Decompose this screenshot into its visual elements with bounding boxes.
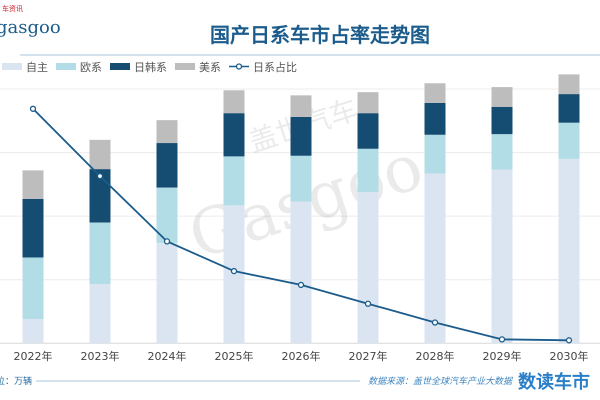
legend: 自主 欧系 日韩系 美系 日系占比 — [2, 60, 297, 74]
bar-segment-自主 — [290, 201, 312, 344]
bar-segment-日韩系 — [491, 106, 513, 135]
bar-segment-日韩系 — [156, 143, 178, 188]
bar-segment-欧系 — [223, 156, 245, 206]
bar-segment-自主 — [22, 319, 44, 344]
x-tick-label: 2030年 — [550, 349, 589, 363]
bar-segment-日韩系 — [290, 116, 312, 156]
bar-segment-自主 — [89, 284, 111, 344]
bar-segment-美系 — [290, 95, 312, 117]
bar-segment-美系 — [491, 87, 513, 107]
x-axis-labels: 2022年 2023年 2024年 2025年 2026年 2027年 2028年 2029年… — [14, 349, 589, 363]
bar-segment-日韩系 — [558, 94, 580, 123]
share-point — [364, 300, 372, 307]
bar-segment-欧系 — [22, 257, 44, 320]
bar-segment-自主 — [223, 205, 245, 344]
bar-segment-美系 — [424, 83, 446, 103]
bar-segment-欧系 — [357, 148, 379, 192]
gasgoo-logo: 车资讯 gasgoo — [0, 4, 61, 38]
bar-segment-自主 — [357, 191, 379, 344]
bar-segment-欧系 — [491, 134, 513, 170]
x-tick-label: 2027年 — [349, 349, 388, 363]
bar-segment-自主 — [491, 169, 513, 344]
legend-label: 美系 — [199, 61, 221, 74]
brand-logo: 数读车市 — [518, 371, 590, 393]
bar-segment-自主 — [424, 173, 446, 344]
legend-marker — [235, 63, 243, 70]
legend-label: 日系占比 — [253, 60, 297, 74]
chart-title: 国产日系车市占率走势图 — [210, 23, 430, 47]
share-point — [29, 105, 37, 112]
x-tick-label: 2028年 — [416, 349, 455, 363]
bar-segment-美系 — [156, 120, 178, 144]
legend-item: 欧系 — [56, 61, 102, 74]
bar-segment-日韩系 — [424, 102, 446, 135]
x-tick-label: 2022年 — [14, 349, 53, 363]
x-tick-label: 2029年 — [483, 349, 522, 363]
share-point — [163, 238, 171, 245]
bar-segment-日韩系 — [357, 113, 379, 149]
x-tick-label: 2026年 — [282, 349, 321, 363]
share-point — [297, 281, 305, 289]
bar-segment-欧系 — [558, 122, 580, 159]
x-tick-label: 2023年 — [81, 349, 120, 363]
share-point — [498, 336, 506, 343]
unit-label: 位：万辆 — [0, 375, 32, 387]
bar-segment-美系 — [89, 139, 111, 170]
bar-segment-日韩系 — [89, 169, 111, 223]
legend-swatch — [56, 63, 76, 70]
share-point — [230, 267, 238, 275]
legend-swatch — [2, 63, 22, 70]
legend-item: 美系 — [175, 61, 221, 74]
legend-label: 欧系 — [80, 61, 102, 74]
legend-swatch — [175, 63, 195, 70]
bar-segment-自主 — [558, 158, 580, 344]
x-tick-label: 2025年 — [215, 349, 254, 363]
bar-segment-自主 — [156, 242, 178, 344]
share-point — [431, 319, 439, 326]
x-tick-label: 2024年 — [148, 349, 187, 363]
legend-item: 自主 — [2, 61, 48, 74]
svg-text:gasgoo: gasgoo — [0, 17, 61, 38]
bars — [22, 74, 580, 344]
bar-segment-日韩系 — [223, 113, 245, 157]
share-point — [96, 172, 104, 180]
bar-segment-欧系 — [424, 134, 446, 174]
bar-segment-日韩系 — [22, 198, 44, 258]
svg-text:车资讯: 车资讯 — [2, 4, 23, 13]
bar-segment-美系 — [357, 92, 379, 114]
legend-swatch — [110, 63, 130, 70]
bar-segment-美系 — [223, 90, 245, 114]
bar-segment-欧系 — [89, 222, 111, 285]
bar-segment-美系 — [558, 74, 580, 95]
share-line — [29, 105, 573, 344]
bar-segment-美系 — [22, 170, 44, 199]
bar-segment-欧系 — [290, 155, 312, 202]
legend-label: 自主 — [26, 61, 48, 74]
legend-item: 日韩系 — [110, 60, 167, 74]
legend-label: 日韩系 — [134, 60, 167, 74]
legend-item: 日系占比 — [229, 60, 297, 74]
share-point — [565, 337, 573, 344]
source-label: 数据来源：盖世全球汽车产业大数据 — [368, 376, 514, 387]
bar-segment-欧系 — [156, 187, 178, 243]
